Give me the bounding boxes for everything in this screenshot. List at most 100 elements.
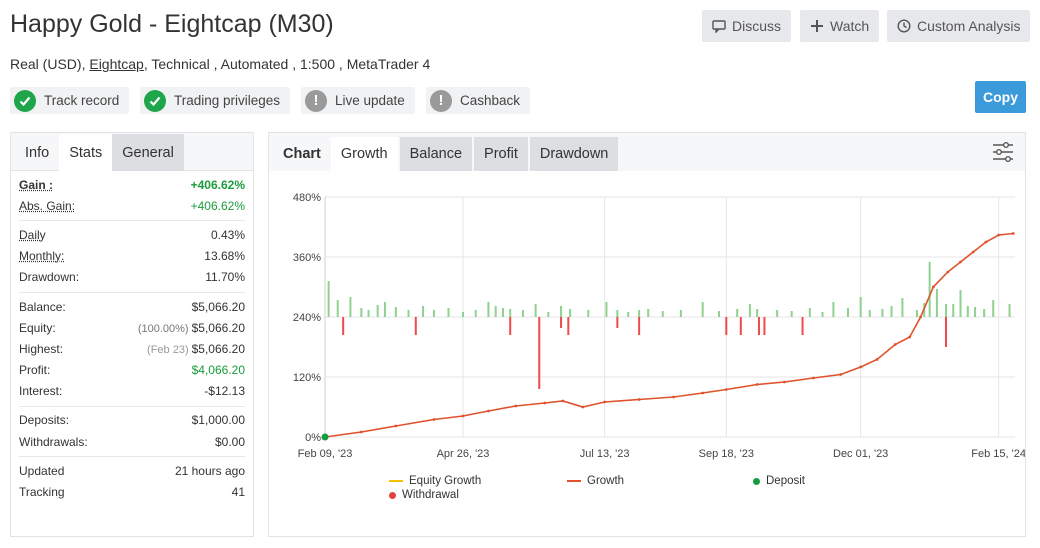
custom-analysis-label: Custom Analysis — [917, 18, 1021, 34]
stat-label[interactable]: Monthly: — [19, 249, 65, 264]
stat-withdrawals: Withdrawals: $0.00 — [19, 431, 245, 452]
page-title: Happy Gold - Eightcap (M30) — [10, 10, 334, 38]
tab-drawdown[interactable]: Drawdown — [529, 137, 619, 171]
growth-point — [637, 398, 641, 401]
badge-live-update[interactable]: ! Live update — [301, 87, 415, 114]
profit-bar — [952, 304, 955, 317]
withdrawal-dot-swatch — [389, 491, 396, 499]
profit-bar — [587, 310, 590, 317]
settings-sliders-icon[interactable] — [991, 141, 1015, 163]
legend-label: Withdrawal — [402, 489, 459, 501]
growth-point — [893, 343, 897, 346]
watch-button[interactable]: Watch — [800, 10, 880, 42]
tab-balance[interactable]: Balance — [399, 137, 473, 171]
stat-label[interactable]: Abs. Gain: — [19, 198, 76, 213]
stat-value: $5,066.20 — [191, 341, 245, 356]
loss-bar — [616, 317, 619, 328]
profit-bar — [560, 306, 563, 317]
profit-bar — [915, 310, 918, 317]
gain-group: Gain : +406.62% Abs. Gain: +406.62% — [19, 171, 245, 222]
legend-deposit[interactable]: Deposit — [753, 475, 805, 487]
tab-profit[interactable]: Profit — [474, 137, 528, 171]
stat-label[interactable]: Daily — [19, 227, 46, 242]
profit-bar — [701, 302, 704, 317]
profit-bar — [868, 310, 871, 317]
loss-bar — [725, 317, 728, 335]
legend-label: Equity Growth — [409, 475, 482, 487]
profit-bar — [376, 305, 379, 317]
profit-bar — [627, 312, 630, 317]
discuss-button[interactable]: Discuss — [702, 10, 792, 42]
profit-bar — [661, 311, 664, 317]
stat-tracking: Tracking 41 — [19, 481, 245, 502]
growth-chart: 0% 120% 240% 360% 480% Feb 09, '23 Apr 26, '23… — [293, 192, 1025, 460]
profit-bar — [521, 310, 524, 317]
subtitle-prefix: Real (USD), — [10, 56, 86, 72]
account-subtitle: Real (USD), Eightcap, Technical , Automa… — [10, 56, 430, 72]
stat-daily: Daily 0.43% — [19, 224, 245, 245]
tab-stats[interactable]: Stats — [59, 134, 113, 171]
growth-point — [432, 418, 436, 421]
tracking-group: Updated 21 hours ago Tracking 41 — [19, 457, 245, 506]
clock-icon — [897, 19, 911, 33]
broker-link[interactable]: Eightcap — [89, 56, 144, 72]
legend-equity[interactable]: Equity Growth — [389, 475, 481, 487]
tab-info[interactable]: Info — [25, 144, 50, 161]
copy-button[interactable]: Copy — [975, 81, 1026, 113]
profit-bar — [487, 302, 490, 317]
profit-bar — [890, 306, 893, 317]
y-tick-label: 480% — [293, 192, 321, 204]
profit-bar — [569, 309, 572, 317]
profit-bar — [776, 310, 779, 317]
stat-label: Balance: — [19, 299, 66, 314]
stat-label: Interest: — [19, 384, 63, 399]
loss-bar — [538, 317, 541, 389]
legend-label: Growth — [587, 475, 625, 487]
badge-track-record[interactable]: Track record — [10, 87, 130, 114]
growth-point — [1011, 232, 1015, 235]
loss-bar — [945, 317, 947, 347]
stat-abs-gain: Abs. Gain: +406.62% — [19, 195, 245, 216]
y-tick-label: 240% — [293, 312, 321, 324]
profit-bar — [974, 307, 977, 317]
stat-value: $0.00 — [214, 434, 245, 449]
stat-label[interactable]: Gain : — [19, 177, 54, 192]
profit-bar — [1008, 304, 1011, 317]
legend-growth[interactable]: Growth — [567, 475, 624, 487]
custom-analysis-button[interactable]: Custom Analysis — [887, 10, 1031, 42]
exclamation-circle-icon: ! — [305, 89, 327, 112]
tab-growth[interactable]: Growth — [330, 137, 398, 171]
badge-trading-privileges[interactable]: Trading privileges — [140, 87, 291, 114]
tab-chart: Chart — [283, 146, 321, 162]
loss-bar — [757, 317, 760, 335]
stat-label: Deposits: — [19, 413, 70, 428]
profit-bar — [638, 310, 641, 317]
legend-withdrawal[interactable]: Withdrawal — [389, 489, 459, 501]
growth-point — [359, 430, 363, 434]
growth-point — [543, 401, 547, 405]
deposit-dot-swatch — [753, 477, 760, 485]
profit-bar — [534, 304, 537, 317]
stat-value: 13.68% — [204, 249, 245, 264]
badge-cashback[interactable]: ! Cashback — [426, 87, 531, 114]
profit-bar — [605, 302, 608, 317]
x-tick-label: Jul 13, '23 — [580, 448, 630, 460]
profit-bar — [928, 262, 931, 317]
profit-bar — [679, 310, 682, 317]
growth-point — [812, 376, 815, 380]
profit-bar — [935, 289, 938, 317]
profit-bar — [462, 312, 464, 317]
loss-bar — [342, 317, 345, 335]
growth-point — [997, 233, 1001, 237]
tab-general[interactable]: General — [112, 134, 184, 171]
stat-drawdown: Drawdown: 11.70% — [19, 267, 245, 288]
stat-value: 0.43% — [210, 227, 245, 242]
badge-label: Cashback — [460, 93, 521, 108]
check-circle-icon — [14, 89, 36, 112]
growth-point — [946, 270, 950, 274]
loss-bar — [567, 317, 570, 335]
stat-value: 21 hours ago — [174, 463, 245, 478]
stat-value: 11.70% — [205, 270, 245, 285]
y-tick-label: 0% — [305, 432, 321, 444]
deposits-group: Deposits: $1,000.00 Withdrawals: $0.00 — [19, 407, 245, 458]
